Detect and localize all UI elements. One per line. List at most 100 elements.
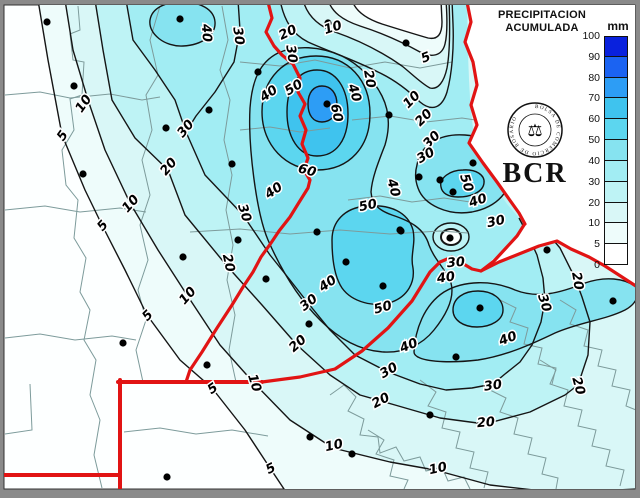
- station-dot: [449, 188, 457, 196]
- colorbar-tick-100: 100: [582, 30, 600, 42]
- contour-label: 20: [219, 253, 237, 274]
- province-boundary-east-river: [463, 5, 527, 226]
- legend-colorbar: [604, 36, 628, 265]
- contour-line: [65, 5, 635, 489]
- colorbar-cell-20: [604, 202, 628, 224]
- contour-line: [185, 5, 241, 133]
- station-dot: [484, 419, 492, 427]
- station-dot: [385, 111, 393, 119]
- band-ge70: [308, 86, 337, 122]
- contour-label: 30: [446, 255, 465, 272]
- department-boundary-line: [4, 91, 161, 101]
- contour-label: 40: [383, 176, 402, 198]
- colorbar-tick-90: 90: [588, 50, 600, 63]
- station-dot: [348, 450, 356, 458]
- station-dot: [179, 253, 187, 261]
- station-dot: [305, 320, 313, 328]
- legend-title-line1: PRECIPITACION: [498, 9, 586, 21]
- contour-label: 30: [486, 213, 507, 231]
- department-boundary-line: [559, 299, 635, 411]
- station-dot: [323, 100, 331, 108]
- colorbar-tick-10: 10: [588, 217, 600, 230]
- contour-line: [307, 85, 338, 123]
- colorbar-tick-20: 20: [588, 196, 600, 209]
- department-boundary-line: [123, 427, 269, 437]
- station-dot: [342, 258, 350, 266]
- station-dot: [436, 176, 444, 184]
- colorbar-tick-40: 40: [588, 154, 600, 167]
- province-boundary-west: [184, 5, 312, 384]
- contour-line: [286, 69, 349, 157]
- station-dot: [262, 275, 270, 283]
- department-boundary-line: [539, 359, 625, 487]
- department-boundary-line: [219, 5, 237, 383]
- colorbar-cell-5: [604, 244, 628, 265]
- department-boundary-line: [367, 429, 409, 489]
- department-boundary-line: [4, 333, 137, 341]
- contour-label: 10: [244, 372, 264, 394]
- station-dot: [119, 339, 127, 347]
- department-boundary-line: [4, 205, 147, 213]
- station-dot: [254, 68, 262, 76]
- station-dot: [609, 297, 617, 305]
- department-boundary-line: [4, 383, 33, 435]
- contour-label: 30: [282, 44, 299, 64]
- station-dot: [203, 361, 211, 369]
- bcr-logo-text: BCR: [502, 158, 568, 189]
- contour-line: [303, 5, 451, 89]
- colorbar-tick-5: 5: [594, 238, 600, 251]
- contour-line: [329, 5, 448, 56]
- contour-line: [126, 5, 187, 133]
- station-dot: [70, 82, 78, 90]
- band-ge40-topleft: [149, 5, 216, 47]
- contour-label: 50: [456, 172, 476, 194]
- station-dot: [205, 106, 213, 114]
- contour-label: 40: [435, 269, 456, 287]
- contour-label: 20: [568, 375, 587, 396]
- colorbar-cell-100: [604, 36, 628, 57]
- colorbar-cell-10: [604, 223, 628, 245]
- contour-line: [353, 5, 443, 40]
- colorbar-cell-60: [604, 119, 628, 141]
- contour-line: [249, 46, 453, 353]
- legend-title-line2: ACUMULADA: [505, 22, 579, 34]
- contour-line: [440, 169, 485, 198]
- colorbar-cell-40: [604, 160, 628, 182]
- band-ge30-ridge: [126, 5, 240, 132]
- station-dot: [446, 234, 454, 242]
- contour-label: 10: [322, 18, 344, 38]
- colorbar-tick-60: 60: [588, 113, 600, 126]
- station-dot: [79, 170, 87, 178]
- contour-label: 50: [372, 298, 393, 317]
- province-boundary-east-lower: [479, 239, 635, 288]
- contour-label: 30: [229, 26, 246, 46]
- bcr-seal-logo: BOLSA DE COMERCIO DE ROSARIO⚖: [507, 102, 563, 158]
- station-dot: [163, 473, 171, 481]
- colorbar-cell-50: [604, 140, 628, 161]
- station-dot: [426, 411, 434, 419]
- contour-line: [95, 5, 591, 425]
- contour-line: [413, 278, 635, 363]
- department-boundary-line: [189, 228, 469, 235]
- station-dot: [476, 304, 484, 312]
- contour-line: [149, 5, 216, 47]
- station-dot: [313, 228, 321, 236]
- department-boundary-line: [499, 299, 557, 385]
- station-dot: [234, 236, 242, 244]
- colorbar-tick-50: 50: [588, 134, 600, 147]
- colorbar-tick-80: 80: [588, 71, 600, 84]
- station-dot: [43, 18, 51, 26]
- province-boundary-diagonal: [260, 223, 526, 384]
- contour-label: 30: [483, 377, 503, 394]
- colorbar-cell-90: [604, 56, 628, 78]
- colorbar-cell-70: [604, 98, 628, 120]
- colorbar-tick-70: 70: [588, 92, 600, 105]
- station-dot: [402, 39, 410, 47]
- legend-unit-label: mm: [607, 19, 629, 33]
- contour-label: 50: [358, 197, 379, 215]
- contour-label: 20: [476, 415, 495, 432]
- contour-line: [185, 131, 546, 391]
